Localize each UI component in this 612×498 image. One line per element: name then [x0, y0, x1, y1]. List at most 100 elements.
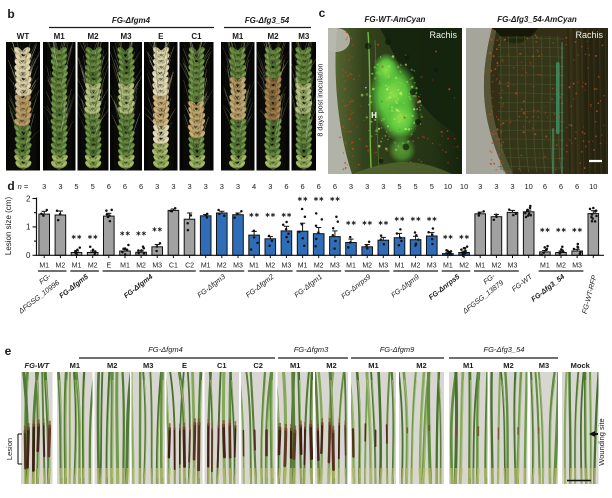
svg-text:FG-WT-AmCyan: FG-WT-AmCyan [365, 15, 426, 24]
svg-text:M2: M2 [314, 263, 324, 270]
svg-text:Mock: Mock [571, 361, 591, 370]
svg-text:M1: M1 [232, 32, 244, 41]
svg-text:3: 3 [42, 182, 46, 191]
svg-text:M2: M2 [556, 263, 566, 270]
svg-text:E: E [158, 32, 164, 41]
svg-text:10: 10 [525, 182, 533, 191]
svg-text:FG-Δfg3_54: FG-Δfg3_54 [245, 16, 290, 25]
svg-text:M3: M3 [152, 263, 162, 270]
svg-text:5: 5 [74, 182, 78, 191]
svg-text:2: 2 [26, 194, 31, 203]
svg-text:0: 0 [26, 251, 31, 260]
svg-text:M3: M3 [427, 263, 437, 270]
svg-text:∗∗: ∗∗ [71, 234, 82, 241]
svg-text:6: 6 [139, 182, 143, 191]
svg-text:8 days post inoculation: 8 days post inoculation [316, 63, 325, 136]
svg-text:6: 6 [559, 182, 563, 191]
svg-text:∗∗: ∗∗ [346, 220, 357, 227]
svg-text:M2: M2 [87, 32, 99, 41]
svg-text:C1: C1 [169, 263, 178, 270]
svg-text:M3: M3 [330, 263, 340, 270]
svg-text:M2: M2 [217, 263, 227, 270]
svg-text:M1: M1 [298, 263, 308, 270]
svg-text:d: d [7, 179, 14, 193]
svg-text:Rachis: Rachis [429, 30, 457, 40]
svg-text:M2: M2 [492, 263, 502, 270]
svg-text:3: 3 [220, 182, 224, 191]
svg-text:M1: M1 [70, 361, 80, 370]
svg-text:∗∗: ∗∗ [297, 196, 308, 203]
svg-text:M1: M1 [54, 32, 66, 41]
svg-text:6: 6 [575, 182, 579, 191]
svg-text:∗∗: ∗∗ [136, 231, 147, 238]
svg-text:M2: M2 [136, 263, 146, 270]
svg-text:FG-Δfgm3: FG-Δfgm3 [294, 345, 329, 354]
svg-text:M1: M1 [463, 361, 473, 370]
svg-text:C2: C2 [253, 361, 263, 370]
svg-text:6: 6 [107, 182, 111, 191]
svg-text:M2: M2 [503, 361, 513, 370]
svg-text:M2: M2 [56, 263, 66, 270]
svg-text:M2: M2 [88, 263, 98, 270]
svg-text:10: 10 [444, 182, 452, 191]
svg-text:∗∗: ∗∗ [442, 234, 453, 241]
svg-text:3: 3 [188, 182, 192, 191]
svg-text:E: E [106, 263, 111, 270]
svg-text:3: 3 [204, 182, 208, 191]
svg-text:Lesion: Lesion [5, 438, 14, 460]
svg-text:5: 5 [430, 182, 434, 191]
svg-text:C1: C1 [191, 32, 202, 41]
svg-text:∗∗: ∗∗ [281, 212, 292, 219]
svg-text:WT: WT [17, 32, 30, 41]
svg-text:5: 5 [91, 182, 95, 191]
svg-text:M1: M1 [290, 361, 300, 370]
svg-text:M2: M2 [411, 263, 421, 270]
svg-text:M2: M2 [416, 361, 426, 370]
svg-text:M3: M3 [539, 361, 549, 370]
svg-text:6: 6 [123, 182, 127, 191]
svg-text:E: E [182, 361, 187, 370]
svg-text:6: 6 [333, 182, 337, 191]
svg-text:FG-Δfgm9: FG-Δfgm9 [380, 345, 415, 354]
svg-text:M1: M1 [540, 263, 550, 270]
svg-text:∗∗: ∗∗ [362, 220, 373, 227]
svg-text:M1: M1 [39, 263, 49, 270]
svg-text:e: e [5, 344, 12, 358]
svg-text:C1: C1 [217, 361, 227, 370]
svg-text:M1: M1 [475, 263, 485, 270]
svg-text:∗∗: ∗∗ [572, 227, 583, 234]
svg-text:M3: M3 [378, 263, 388, 270]
svg-text:M1: M1 [201, 263, 211, 270]
svg-text:∗∗: ∗∗ [313, 196, 324, 203]
svg-text:10: 10 [460, 182, 468, 191]
svg-text:C2: C2 [185, 263, 194, 270]
svg-text:1: 1 [26, 223, 31, 232]
svg-text:3: 3 [349, 182, 353, 191]
svg-text:FG-Δfgm4: FG-Δfgm4 [148, 345, 183, 354]
svg-text:Wounding site: Wounding site [597, 418, 606, 465]
svg-text:∗∗: ∗∗ [87, 234, 98, 241]
svg-text:M2: M2 [459, 263, 469, 270]
svg-text:M3: M3 [508, 263, 518, 270]
svg-text:3: 3 [381, 182, 385, 191]
svg-text:M3: M3 [143, 361, 153, 370]
svg-text:5: 5 [397, 182, 401, 191]
svg-text:M1: M1 [368, 361, 378, 370]
svg-text:∗∗: ∗∗ [426, 216, 437, 223]
svg-text:3: 3 [510, 182, 514, 191]
svg-text:3: 3 [494, 182, 498, 191]
svg-text:∗∗: ∗∗ [556, 227, 567, 234]
svg-text:M3: M3 [120, 32, 132, 41]
svg-text:5: 5 [414, 182, 418, 191]
svg-text:3: 3 [365, 182, 369, 191]
svg-text:M1: M1 [346, 263, 356, 270]
svg-text:6: 6 [284, 182, 288, 191]
svg-text:∗∗: ∗∗ [410, 216, 421, 223]
svg-text:3: 3 [478, 182, 482, 191]
svg-text:∗∗: ∗∗ [265, 212, 276, 219]
svg-text:n =: n = [18, 182, 29, 191]
svg-text:Rachis: Rachis [575, 30, 603, 40]
svg-text:M3: M3 [298, 32, 310, 41]
svg-text:M2: M2 [362, 263, 372, 270]
svg-text:M1: M1 [443, 263, 453, 270]
